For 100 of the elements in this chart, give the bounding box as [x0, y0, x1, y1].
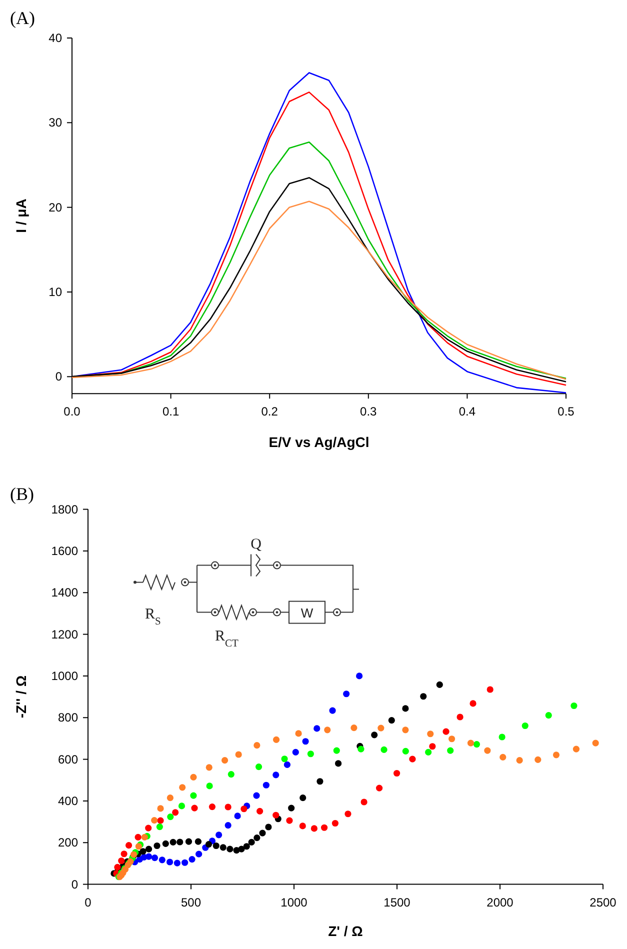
point	[140, 848, 146, 855]
point	[255, 764, 262, 770]
point	[158, 856, 166, 864]
y-tick-label: 600	[58, 752, 78, 766]
point	[190, 774, 197, 781]
point	[371, 732, 378, 738]
y-tick-label: 1400	[51, 586, 78, 600]
point	[393, 770, 400, 777]
point	[429, 743, 436, 750]
point	[344, 810, 352, 818]
point	[234, 812, 241, 820]
point	[145, 824, 152, 832]
point	[281, 756, 288, 762]
point	[125, 842, 132, 849]
point	[191, 804, 198, 812]
y-tick-label: 800	[58, 710, 78, 725]
x-tick-label: 0	[84, 895, 92, 910]
point	[310, 825, 318, 832]
point	[190, 792, 197, 799]
point	[427, 730, 434, 738]
point	[206, 782, 213, 790]
point	[378, 724, 384, 732]
x-tick-label: 2500	[590, 895, 617, 910]
point	[307, 750, 314, 758]
point	[156, 824, 163, 830]
y-tick-label: 0	[71, 877, 78, 892]
point	[259, 830, 266, 836]
point	[151, 817, 158, 824]
point	[288, 804, 295, 812]
point	[484, 747, 491, 754]
point	[216, 832, 222, 838]
point	[265, 824, 272, 830]
annotation: W	[300, 605, 314, 620]
point	[402, 705, 409, 712]
annotation: R$_{CT}$	[215, 628, 240, 649]
point	[256, 808, 264, 814]
x-tick-label: 0.3	[360, 404, 378, 419]
point	[436, 681, 443, 688]
point	[254, 834, 260, 842]
y-tick-label: 0	[55, 370, 62, 384]
y-tick-label: 40	[48, 31, 62, 45]
x-tick-label: 0.5	[558, 404, 575, 419]
x-tick-label: 0.1	[162, 404, 180, 419]
x-axis-title: Z' / Ω	[328, 923, 363, 939]
point	[167, 814, 174, 820]
point	[114, 864, 121, 871]
point	[545, 712, 552, 719]
point	[248, 838, 255, 846]
point	[292, 748, 299, 756]
point	[498, 734, 506, 740]
point	[182, 859, 188, 866]
point	[178, 802, 186, 810]
y-tick-label: 10	[48, 285, 62, 299]
point	[302, 738, 309, 745]
point	[516, 757, 523, 764]
y-tick-label: 400	[58, 794, 78, 808]
point	[224, 822, 232, 829]
point	[172, 809, 179, 816]
point	[570, 702, 578, 710]
x-tick-label: 500	[180, 895, 202, 910]
point	[170, 838, 176, 846]
point	[329, 707, 336, 714]
point	[486, 686, 494, 693]
point	[212, 842, 220, 850]
point	[448, 736, 456, 742]
point	[166, 858, 174, 866]
point	[238, 846, 245, 852]
point	[360, 798, 368, 806]
point	[572, 746, 580, 752]
point	[154, 842, 160, 850]
point	[243, 843, 250, 850]
point	[228, 771, 234, 778]
annotation: Q	[250, 536, 262, 552]
point	[196, 850, 202, 858]
point	[272, 736, 280, 744]
point	[467, 740, 474, 746]
x-tick-label: 2000	[486, 895, 514, 910]
point	[176, 838, 184, 846]
point	[162, 840, 169, 847]
y-tick-label: 1200	[51, 627, 78, 642]
point	[208, 804, 216, 810]
y-tick-label: 200	[58, 836, 78, 850]
x-axis-title: E/V vs Ag/AgCl	[268, 434, 370, 450]
point	[157, 805, 164, 812]
y-axis-title: I / μA	[13, 198, 29, 233]
point	[262, 782, 270, 788]
annotation: R$_{S}$	[145, 606, 162, 627]
y-tick-label: 30	[48, 116, 62, 130]
point	[179, 784, 186, 791]
point	[166, 794, 174, 802]
point	[522, 722, 528, 730]
x-tick-label: 0.0	[64, 404, 81, 419]
point	[402, 748, 409, 754]
y-axis-title: -Z'' / Ω	[13, 675, 29, 718]
point	[188, 856, 196, 863]
point	[220, 844, 226, 851]
point	[205, 841, 212, 848]
point	[224, 804, 232, 810]
x-tick-label: 1000	[280, 895, 308, 910]
point	[272, 812, 280, 818]
